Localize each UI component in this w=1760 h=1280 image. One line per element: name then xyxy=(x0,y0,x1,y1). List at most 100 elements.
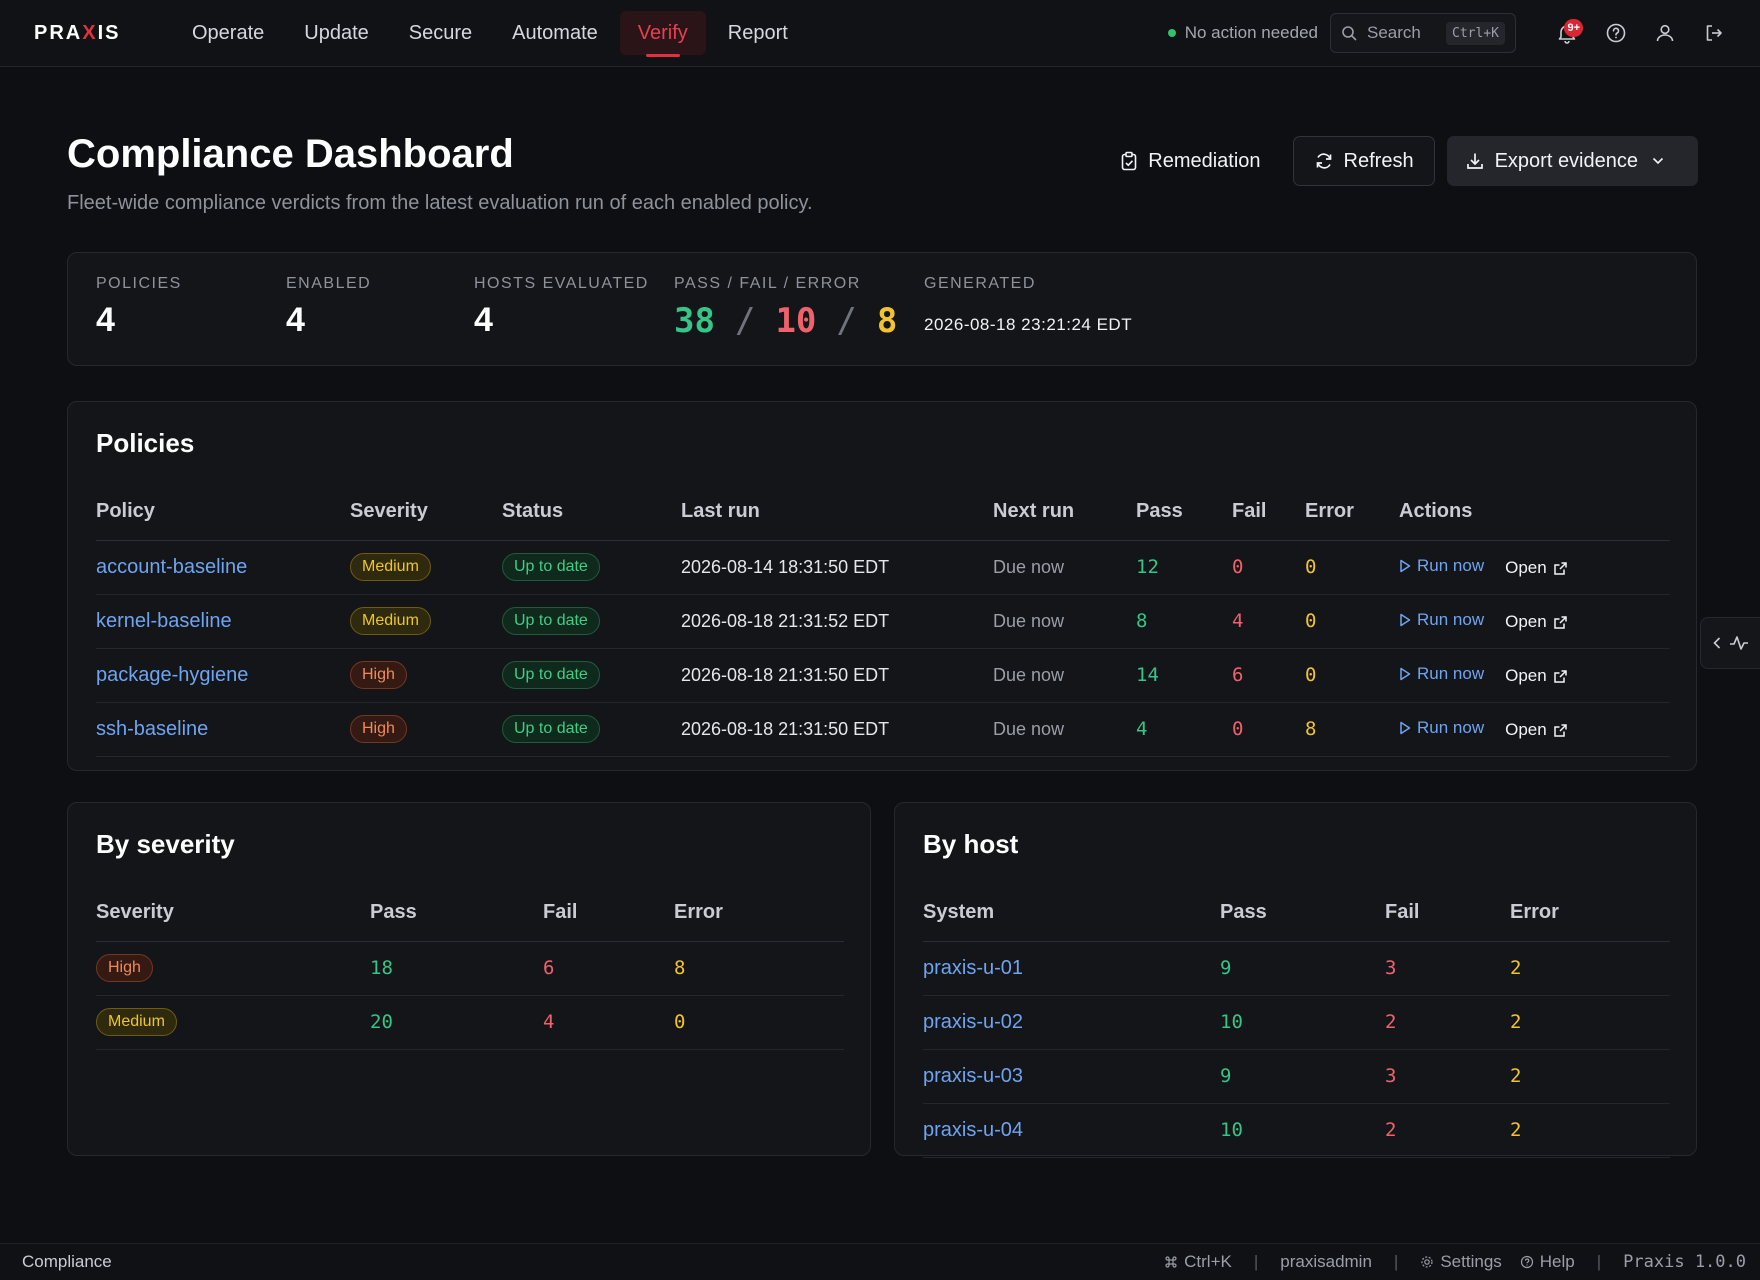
play-icon xyxy=(1400,559,1411,573)
tab-operate[interactable]: Operate xyxy=(192,21,265,44)
run-now-button[interactable]: Run now xyxy=(1399,718,1484,738)
by-host-card: By host System Pass Fail Error praxis-u-… xyxy=(894,802,1697,1158)
table-row: praxis-u-01 9 3 2 xyxy=(923,941,1670,996)
logout-button[interactable] xyxy=(1694,13,1734,53)
side-panel-toggle[interactable] xyxy=(1700,617,1760,669)
play-icon xyxy=(1400,667,1411,681)
nav-tabs: Operate Update Secure Automate Verify Re… xyxy=(174,0,810,67)
footer-user[interactable]: praxisadmin xyxy=(1280,1252,1372,1271)
tab-automate[interactable]: Automate xyxy=(512,21,598,44)
help-circle-icon xyxy=(1520,1255,1533,1269)
play-icon xyxy=(1400,721,1411,735)
chevron-left-icon xyxy=(1713,637,1721,649)
stat-generated: GENERATED 2026-08-18 23:21:24 EDT xyxy=(924,275,1133,334)
command-palette-shortcut[interactable]: Ctrl+K xyxy=(1164,1252,1232,1272)
header-actions: Remediation Refresh Export evidence xyxy=(1100,136,1698,186)
run-now-button[interactable]: Run now xyxy=(1399,556,1484,576)
status-text: No action needed xyxy=(1184,23,1318,42)
summary-stats-card: POLICIES 4 ENABLED 4 HOSTS EVALUATED 4 P… xyxy=(67,252,1697,366)
error-total: 8 xyxy=(876,301,898,341)
status-badge: Up to date xyxy=(502,661,600,689)
play-icon xyxy=(1400,613,1411,627)
run-now-button[interactable]: Run now xyxy=(1399,664,1484,684)
refresh-button[interactable]: Refresh xyxy=(1292,136,1435,186)
host-link[interactable]: praxis-u-04 xyxy=(923,1118,1024,1141)
praxis-logo[interactable]: PRAXIS xyxy=(34,21,121,44)
status-dot-icon xyxy=(1167,29,1176,37)
external-link-icon xyxy=(1553,561,1567,575)
top-nav: PRAXIS Operate Update Secure Automate Ve… xyxy=(0,0,1760,67)
open-button[interactable]: Open xyxy=(1505,612,1568,632)
table-row: package-hygiene High Up to date 2026-08-… xyxy=(96,648,1670,703)
policy-link[interactable]: kernel-baseline xyxy=(96,609,232,632)
table-row: Medium 20 4 0 xyxy=(96,995,844,1050)
help-circle-icon xyxy=(1606,23,1626,43)
search-input[interactable]: Search Ctrl+K xyxy=(1330,13,1516,53)
policies-header-row: Policy Severity Status Last run Next run… xyxy=(96,484,1670,541)
tab-report[interactable]: Report xyxy=(727,21,788,44)
severity-header-row: Severity Pass Fail Error xyxy=(96,885,844,942)
tab-update[interactable]: Update xyxy=(304,21,369,44)
stat-policies: POLICIES 4 xyxy=(96,275,182,339)
chevron-down-icon xyxy=(1652,157,1664,165)
table-row: High 18 6 8 xyxy=(96,941,844,996)
host-header-row: System Pass Fail Error xyxy=(923,885,1670,942)
footer-section: Compliance xyxy=(22,1252,112,1271)
notification-badge: 9+ xyxy=(1564,19,1583,37)
table-row: kernel-baseline Medium Up to date 2026-0… xyxy=(96,594,1670,649)
table-row: ssh-baseline High Up to date 2026-08-18 … xyxy=(96,702,1670,757)
tab-secure[interactable]: Secure xyxy=(408,21,473,44)
stat-enabled: ENABLED 4 xyxy=(286,275,372,339)
profile-button[interactable] xyxy=(1645,13,1685,53)
footer-settings-link[interactable]: Settings xyxy=(1420,1252,1502,1272)
by-host-table: System Pass Fail Error praxis-u-01 9 3 2… xyxy=(923,885,1670,1158)
export-evidence-button[interactable]: Export evidence xyxy=(1446,136,1698,186)
open-button[interactable]: Open xyxy=(1505,720,1568,740)
clipboard-icon xyxy=(1121,151,1137,171)
gear-icon xyxy=(1421,1256,1433,1268)
page-subtitle: Fleet-wide compliance verdicts from the … xyxy=(67,192,813,214)
fail-total: 10 xyxy=(775,301,817,341)
help-button[interactable] xyxy=(1596,13,1636,53)
search-placeholder: Search xyxy=(1367,23,1421,42)
remediation-button[interactable]: Remediation xyxy=(1100,136,1280,186)
policy-link[interactable]: package-hygiene xyxy=(96,663,249,686)
policy-link[interactable]: ssh-baseline xyxy=(96,717,209,740)
host-link[interactable]: praxis-u-03 xyxy=(923,1064,1024,1087)
by-severity-title: By severity xyxy=(96,829,235,859)
by-severity-table: Severity Pass Fail Error High 18 6 8 Med… xyxy=(96,885,844,1050)
search-shortcut: Ctrl+K xyxy=(1446,21,1505,45)
open-button[interactable]: Open xyxy=(1505,558,1568,578)
status-bar: Compliance Ctrl+K | praxisadmin | Settin… xyxy=(0,1243,1760,1280)
severity-badge: Medium xyxy=(350,607,431,635)
status-badge: Up to date xyxy=(502,715,600,743)
external-link-icon xyxy=(1553,669,1567,683)
by-severity-card: By severity Severity Pass Fail Error Hig… xyxy=(67,802,871,1156)
policies-card: Policies Policy Severity Status Last run… xyxy=(67,401,1697,771)
policies-title: Policies xyxy=(96,428,195,458)
host-link[interactable]: praxis-u-01 xyxy=(923,956,1024,979)
footer-help-link[interactable]: Help xyxy=(1520,1252,1575,1272)
stat-hosts-evaluated: HOSTS EVALUATED 4 xyxy=(474,275,649,339)
notifications-button[interactable]: 9+ xyxy=(1547,13,1587,53)
policies-table: Policy Severity Status Last run Next run… xyxy=(96,484,1670,757)
command-icon xyxy=(1165,1256,1177,1268)
activity-icon xyxy=(1729,636,1748,650)
by-host-title: By host xyxy=(923,829,1019,859)
severity-badge: Medium xyxy=(96,1008,177,1036)
severity-badge: Medium xyxy=(350,553,431,581)
severity-badge: High xyxy=(350,715,407,743)
external-link-icon xyxy=(1553,615,1567,629)
host-link[interactable]: praxis-u-02 xyxy=(923,1010,1024,1033)
logout-icon xyxy=(1706,25,1722,41)
tab-verify[interactable]: Verify xyxy=(619,11,706,57)
policy-link[interactable]: account-baseline xyxy=(96,555,248,578)
table-row: account-baseline Medium Up to date 2026-… xyxy=(96,540,1670,595)
status-badge: Up to date xyxy=(502,607,600,635)
external-link-icon xyxy=(1553,723,1567,737)
status-badge: Up to date xyxy=(502,553,600,581)
table-row: praxis-u-02 10 2 2 xyxy=(923,995,1670,1050)
open-button[interactable]: Open xyxy=(1505,666,1568,686)
run-now-button[interactable]: Run now xyxy=(1399,610,1484,630)
download-icon xyxy=(1466,153,1483,169)
